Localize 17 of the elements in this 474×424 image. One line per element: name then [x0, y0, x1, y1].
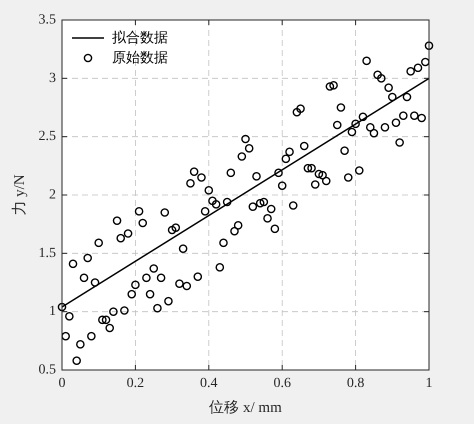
- y-tick-label: 2: [49, 188, 56, 202]
- y-tick-label: 1.5: [38, 246, 56, 261]
- y-axis-title: 力 y/N: [11, 174, 28, 216]
- y-tick-label: 1: [49, 304, 56, 320]
- x-tick-label: 0.6: [273, 376, 291, 391]
- legend-label: 原始数据: [112, 50, 168, 66]
- x-tick-label: 0.8: [346, 376, 364, 391]
- y-tick-label: 0.5: [38, 362, 56, 378]
- x-tick-label: 0: [58, 376, 66, 391]
- x-tick-label: 0.4: [200, 376, 218, 391]
- y-tick-label: 3: [49, 70, 56, 86]
- x-axis-title: 位移 x/ mm: [209, 399, 282, 416]
- y-tick-label: 2.5: [38, 129, 56, 144]
- x-tick-label: 0.2: [126, 376, 144, 391]
- y-tick-label: 3.5: [38, 12, 56, 28]
- legend-label: 拟合数据: [112, 30, 168, 46]
- x-tick-label: 1: [426, 376, 432, 391]
